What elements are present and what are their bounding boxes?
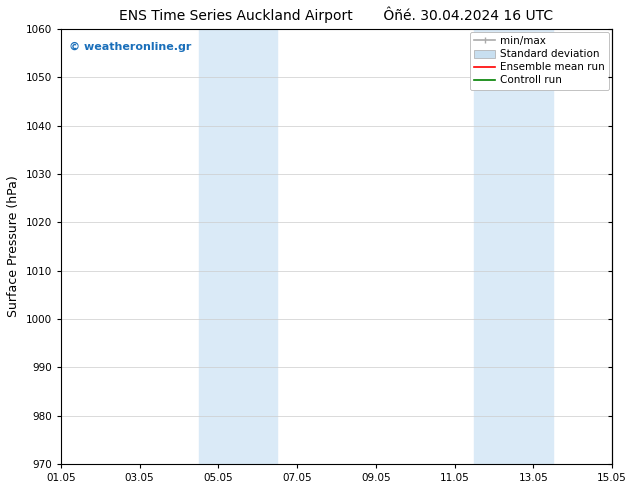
Bar [474,29,553,464]
Y-axis label: Surface Pressure (hPa): Surface Pressure (hPa) [7,175,20,318]
Legend: min/max, Standard deviation, Ensemble mean run, Controll run: min/max, Standard deviation, Ensemble me… [470,32,609,90]
Text: © weatheronline.gr: © weatheronline.gr [69,42,191,52]
Bar [198,29,278,464]
Title: ENS Time Series Auckland Airport       Ôñé. 30.04.2024 16 UTC: ENS Time Series Auckland Airport Ôñé. 30… [119,7,553,24]
